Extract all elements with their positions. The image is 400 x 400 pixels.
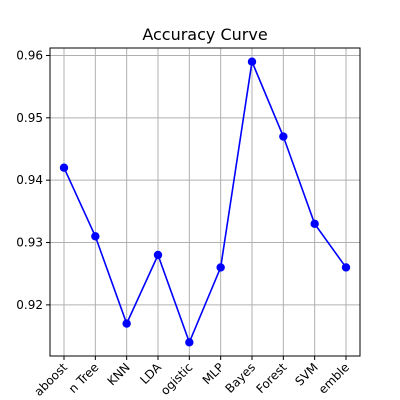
data-point: [59, 163, 69, 172]
y-tick-label: 0.95: [16, 111, 43, 125]
data-point: [247, 57, 257, 66]
chart-title: Accuracy Curve: [142, 25, 267, 44]
series-line: [63, 58, 347, 345]
grid: [50, 48, 360, 356]
data-point: [185, 338, 194, 347]
y-axis-ticks: 0.92 0.93 0.94 0.95 0.96: [16, 48, 50, 312]
data-point: [279, 132, 288, 141]
series-accuracy: [59, 57, 351, 347]
data-point: [341, 263, 351, 272]
data-point: [310, 219, 319, 229]
data-point: [216, 263, 225, 272]
data-point: [91, 232, 100, 241]
y-tick-label: 0.92: [16, 298, 43, 312]
y-tick-label: 0.93: [16, 236, 43, 250]
data-point: [153, 250, 163, 260]
data-point: [122, 319, 131, 328]
y-tick-label: 0.96: [16, 48, 43, 62]
plot-frame: [49, 47, 361, 357]
y-tick-label: 0.94: [16, 173, 43, 187]
